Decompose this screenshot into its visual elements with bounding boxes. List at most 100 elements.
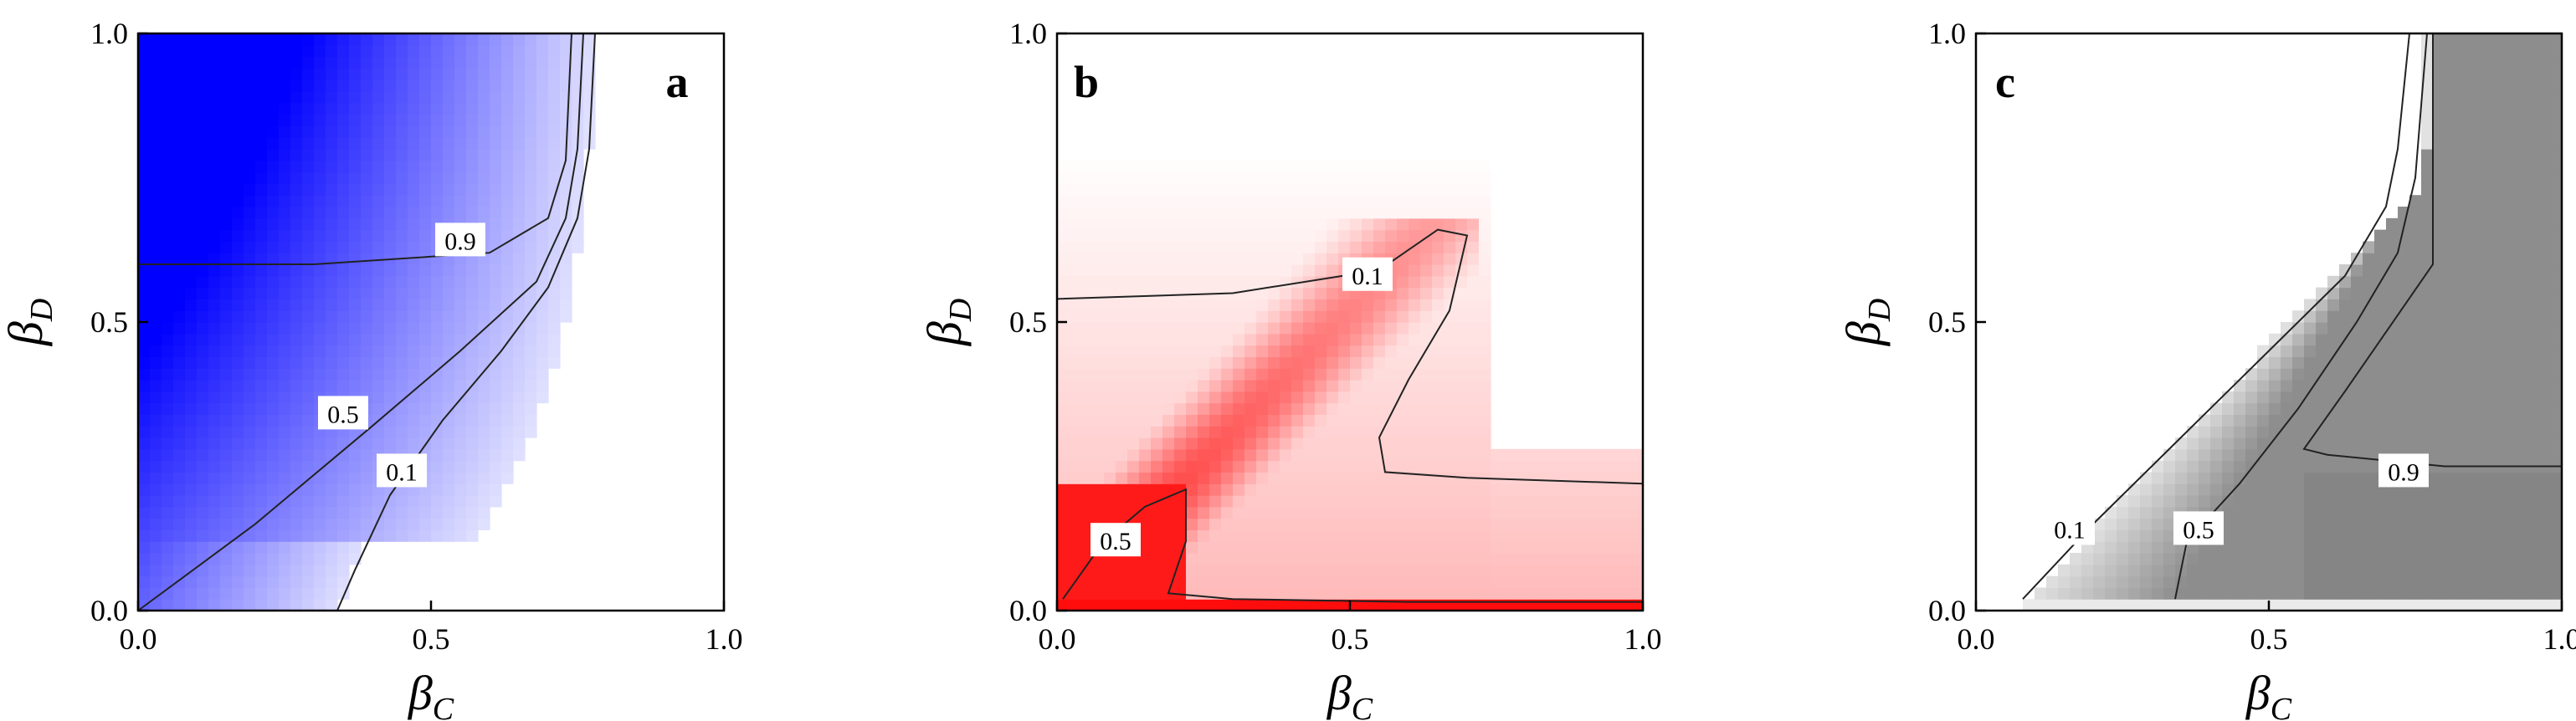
heatmap-cell <box>408 391 420 404</box>
heatmap-cell <box>2409 207 2422 219</box>
heatmap-cell <box>2515 553 2527 565</box>
heatmap-cell <box>2234 529 2246 542</box>
heatmap-cell <box>150 506 162 519</box>
heatmap-cell <box>2398 553 2410 565</box>
heatmap-cell <box>162 391 174 404</box>
heatmap-cell <box>2304 437 2317 450</box>
heatmap-cell <box>2515 160 2527 173</box>
heatmap-cell <box>431 149 444 161</box>
heatmap-cell <box>490 310 502 323</box>
heatmap-cell <box>443 44 455 58</box>
heatmap-cell <box>501 402 514 415</box>
heatmap-cell <box>1350 460 1362 473</box>
heatmap-cell <box>419 114 432 126</box>
heatmap-cell <box>267 217 280 231</box>
heatmap-cell <box>220 79 233 92</box>
heatmap-cell <box>1198 275 1210 289</box>
heatmap-cell <box>220 275 233 289</box>
heatmap-cell <box>1432 333 1445 346</box>
heatmap-cell <box>1479 275 1491 289</box>
heatmap-cell <box>1186 402 1198 415</box>
heatmap-cell <box>2445 125 2457 138</box>
heatmap-cell <box>454 426 467 438</box>
heatmap-cell <box>408 287 420 299</box>
heatmap-cell <box>2445 426 2457 438</box>
heatmap-cell <box>1244 217 1257 231</box>
heatmap-cell <box>1057 448 1070 462</box>
heatmap-cell <box>1491 460 1503 473</box>
heatmap-cell <box>443 207 455 219</box>
heatmap-cell <box>396 402 408 415</box>
heatmap-cell <box>454 33 467 46</box>
heatmap-cell <box>1514 575 1527 588</box>
heatmap-cell <box>1338 599 1351 611</box>
heatmap-cell <box>2527 217 2539 231</box>
heatmap-cell <box>162 448 174 462</box>
heatmap-cell <box>2445 437 2457 450</box>
heatmap-cell <box>2527 529 2539 542</box>
heatmap-cell <box>2468 448 2481 462</box>
heatmap-cell <box>2374 310 2387 323</box>
heatmap-cell <box>173 402 186 415</box>
heatmap-cell <box>208 114 221 126</box>
heatmap-cell <box>2398 541 2410 554</box>
heatmap-cell <box>419 333 432 346</box>
heatmap-cell <box>1104 299 1116 311</box>
heatmap-cell <box>419 414 432 427</box>
heatmap-cell <box>454 402 467 415</box>
heatmap-cell <box>396 391 408 404</box>
heatmap-cell <box>1373 356 1386 369</box>
heatmap-cell <box>208 102 221 115</box>
heatmap-cell <box>1244 414 1257 427</box>
heatmap-cell <box>2081 575 2094 588</box>
heatmap-cell <box>244 518 256 530</box>
heatmap-cell <box>1116 414 1128 427</box>
heatmap-cell <box>396 437 408 450</box>
heatmap-cell <box>1362 160 1374 173</box>
heatmap-cell <box>1432 437 1445 450</box>
heatmap-cell <box>337 287 350 299</box>
heatmap-cell <box>2456 391 2469 404</box>
heatmap-cell <box>162 518 174 530</box>
heatmap-cell <box>349 137 362 150</box>
heatmap-cell <box>2433 207 2445 219</box>
heatmap-cell <box>1631 460 1644 473</box>
heatmap-cell <box>1186 287 1198 299</box>
heatmap-cell <box>2257 472 2270 484</box>
heatmap-cell <box>454 448 467 462</box>
heatmap-cell <box>2480 275 2492 289</box>
heatmap-cell <box>2480 448 2492 462</box>
heatmap-cell <box>2550 33 2563 46</box>
heatmap-cell <box>290 414 303 427</box>
heatmap-cell <box>1104 253 1116 265</box>
heatmap-cell <box>1326 575 1339 588</box>
heatmap-cell <box>1549 541 1562 554</box>
heatmap-cell <box>2503 287 2516 299</box>
heatmap-cell <box>1315 437 1327 450</box>
heatmap-cell <box>2374 264 2387 277</box>
heatmap-cell <box>443 391 455 404</box>
heatmap-cell <box>1326 483 1339 496</box>
heatmap-cell <box>1280 195 1292 207</box>
heatmap-cell <box>1537 460 1550 473</box>
heatmap-cell <box>1373 426 1386 438</box>
heatmap-cell <box>536 195 549 207</box>
heatmap-cell <box>279 553 291 565</box>
heatmap-cell <box>431 506 444 519</box>
heatmap-cell <box>244 91 256 104</box>
heatmap-cell <box>2550 345 2563 357</box>
heatmap-cell <box>2527 137 2539 150</box>
heatmap-cell <box>1256 529 1269 542</box>
heatmap-cell <box>220 437 233 450</box>
heatmap-cell <box>2538 599 2551 611</box>
heatmap-cell <box>396 529 408 542</box>
heatmap-cell <box>279 195 291 207</box>
heatmap-cell <box>2269 599 2281 611</box>
heatmap-cell <box>1350 207 1362 219</box>
heatmap-cell <box>1244 506 1257 519</box>
heatmap-cell <box>2550 564 2563 577</box>
heatmap-cell <box>419 391 432 404</box>
heatmap-cell <box>572 171 584 184</box>
heatmap-cell <box>1479 426 1491 438</box>
heatmap-cell <box>1280 241 1292 253</box>
